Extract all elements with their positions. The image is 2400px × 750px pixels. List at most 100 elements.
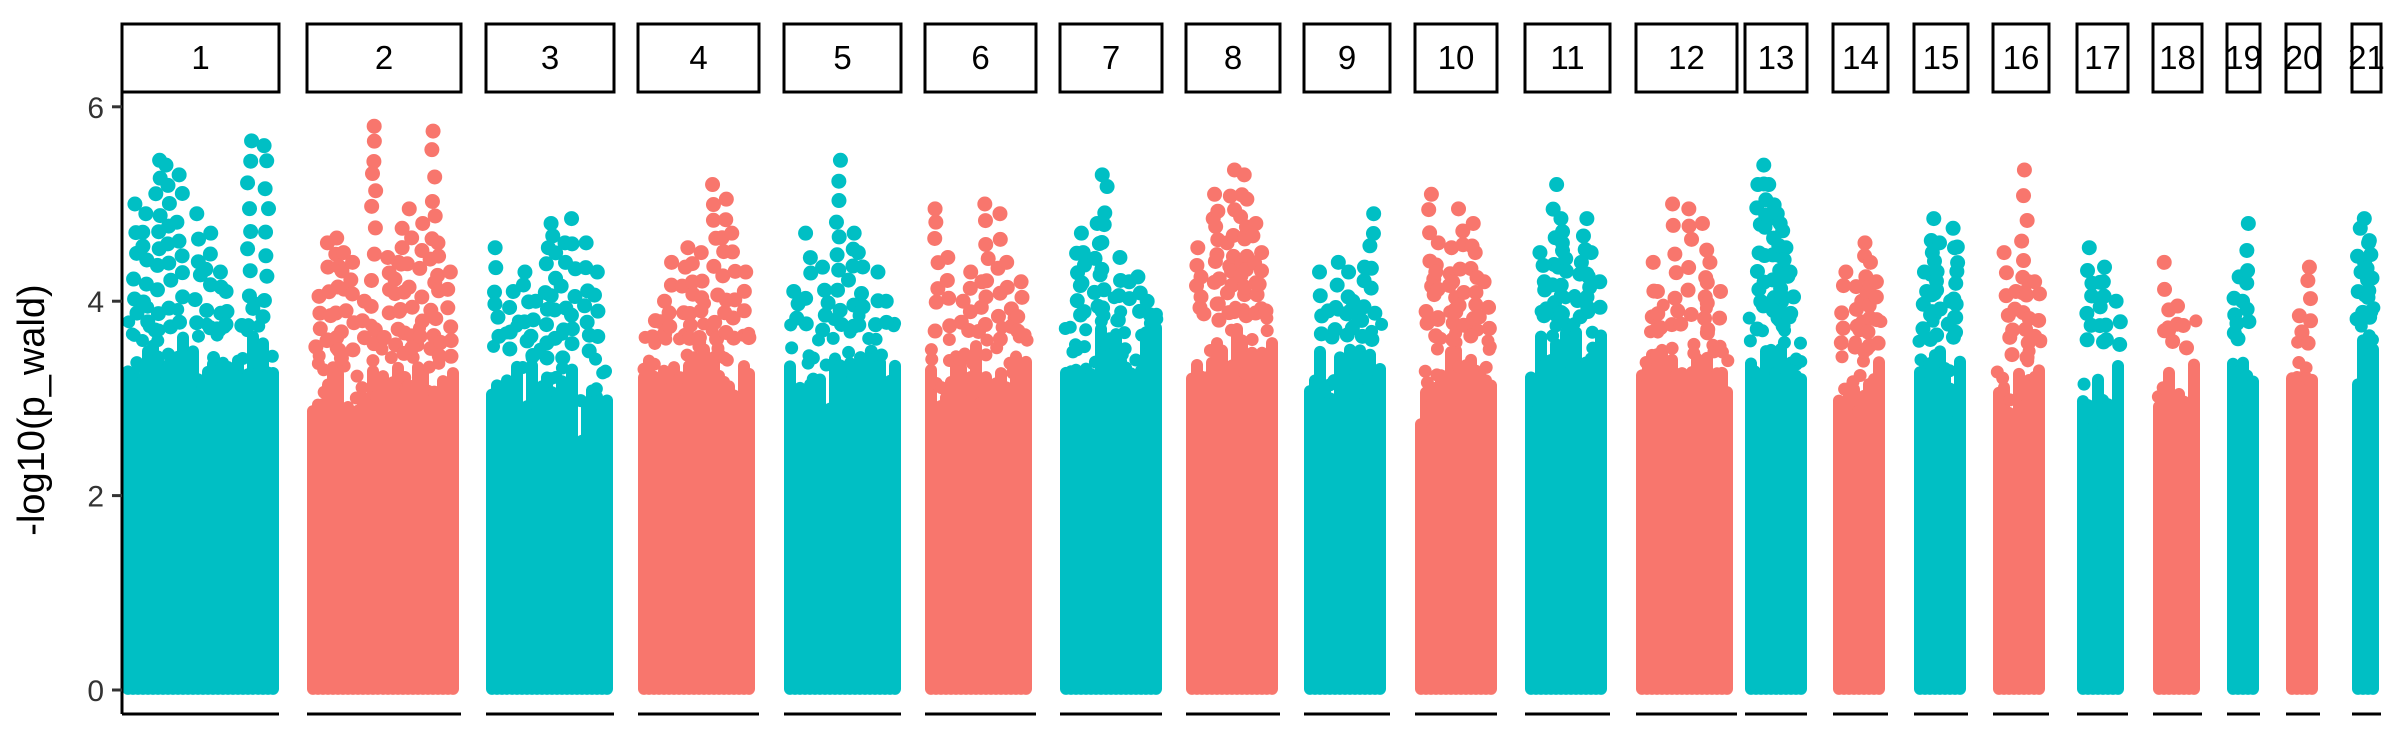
snp-point	[1206, 274, 1222, 290]
snp-point	[1142, 307, 1158, 323]
snp-point	[1699, 242, 1715, 258]
snp-point	[1245, 333, 1259, 347]
snp-point	[191, 231, 207, 247]
snp-point	[999, 254, 1015, 270]
facet-label: 13	[1758, 39, 1795, 76]
snp-point	[806, 351, 820, 365]
snp-point	[1481, 299, 1497, 315]
facet-strip-chr-9: 9	[1302, 22, 1392, 94]
snp-point	[927, 323, 943, 339]
snp-point	[691, 330, 707, 346]
snp-point	[538, 256, 554, 272]
snp-point	[978, 289, 994, 305]
peak-points-chr-3	[487, 211, 606, 366]
snp-point	[1592, 274, 1608, 290]
snp-point	[647, 357, 661, 371]
point-column	[889, 359, 901, 695]
snp-point	[2294, 324, 2310, 340]
snp-point	[1573, 254, 1589, 270]
snp-point	[1196, 306, 1212, 322]
snp-point	[242, 201, 258, 217]
snp-point	[705, 197, 721, 213]
snp-point	[487, 284, 503, 300]
snp-point	[1833, 335, 1849, 351]
snp-point	[854, 286, 870, 302]
snp-point	[259, 153, 275, 169]
snp-point	[1205, 211, 1221, 227]
snp-point	[831, 173, 847, 189]
snp-point	[1236, 167, 1252, 183]
snp-point	[846, 225, 862, 241]
snp-point	[1364, 331, 1380, 347]
snp-point	[1777, 335, 1791, 349]
snp-point	[538, 317, 554, 333]
snp-point	[2241, 314, 2257, 330]
snp-point	[174, 248, 190, 264]
snp-point	[1422, 225, 1438, 241]
snp-point	[2239, 275, 2255, 291]
snp-point	[564, 321, 580, 337]
snp-point	[586, 287, 602, 303]
snp-point	[1430, 235, 1446, 251]
snp-point	[555, 361, 569, 375]
snp-point	[1074, 275, 1090, 291]
snp-point	[2179, 340, 2195, 356]
facet-strip-chr-16: 16	[1991, 22, 2051, 94]
point-mass-chr-15	[1912, 308, 1966, 695]
snp-point	[940, 249, 956, 265]
snp-point	[547, 302, 563, 318]
snp-point	[928, 294, 944, 310]
snp-point	[488, 260, 504, 276]
snp-point	[1868, 274, 1884, 290]
snp-point	[1776, 252, 1792, 268]
facet-label: 5	[833, 39, 851, 76]
facet-label: 16	[2003, 39, 2040, 76]
snp-point	[1948, 275, 1964, 291]
snp-point	[1943, 364, 1957, 378]
snp-point	[738, 264, 754, 280]
snp-point	[579, 314, 595, 330]
snp-point	[199, 302, 215, 318]
snp-point	[2229, 315, 2245, 331]
snp-point	[662, 318, 678, 334]
point-column	[1150, 321, 1162, 695]
snp-point	[424, 142, 440, 158]
snp-point	[212, 264, 228, 280]
point-mass-chr-3	[486, 314, 613, 695]
snp-point	[202, 246, 218, 262]
snp-point	[147, 322, 163, 338]
snp-point	[1430, 342, 1444, 356]
peak-points-chr-10	[1418, 186, 1497, 348]
snp-point	[2170, 298, 2186, 314]
snp-point	[2014, 233, 2030, 249]
snp-point	[161, 255, 177, 271]
snp-point	[1699, 295, 1715, 311]
point-column	[1266, 337, 1278, 695]
snp-point	[1553, 305, 1569, 321]
snp-point	[2240, 215, 2256, 231]
snp-point	[1428, 328, 1444, 344]
snp-point	[502, 324, 518, 340]
snp-point	[415, 215, 431, 231]
snp-point	[1555, 224, 1571, 240]
snp-point	[1853, 369, 1867, 383]
snp-point	[1327, 322, 1343, 338]
snp-point	[525, 348, 541, 364]
snp-point	[258, 224, 274, 240]
snp-point	[1665, 217, 1681, 233]
snp-point	[2230, 331, 2246, 347]
point-mass-chr-12	[1636, 298, 1735, 695]
snp-point	[2016, 253, 2032, 269]
snp-point	[1445, 332, 1461, 348]
snp-point	[1354, 312, 1370, 328]
snp-point	[2098, 332, 2114, 348]
snp-point	[2112, 337, 2128, 353]
snp-point	[333, 350, 349, 366]
snp-point	[707, 314, 723, 330]
snp-point	[1207, 253, 1223, 269]
snp-point	[977, 317, 993, 333]
snp-point	[832, 152, 848, 168]
snp-point	[174, 265, 190, 281]
snp-point	[2098, 317, 2114, 333]
snp-point	[1430, 281, 1446, 297]
